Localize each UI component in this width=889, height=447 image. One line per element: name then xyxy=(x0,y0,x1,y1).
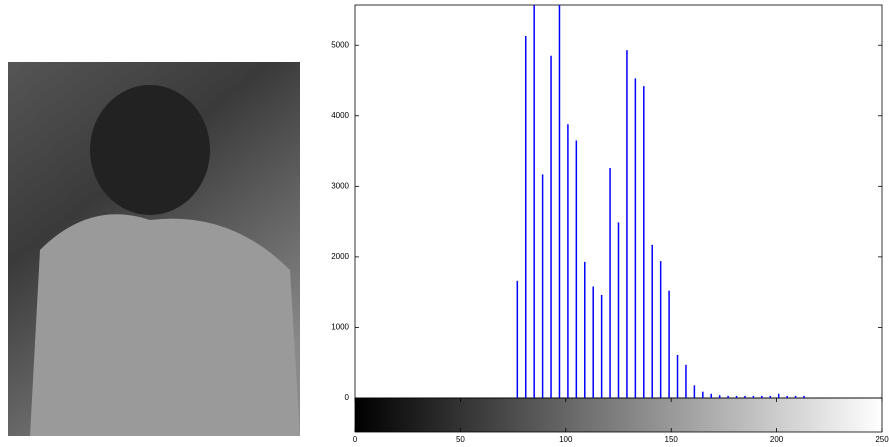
colorbar xyxy=(354,397,883,433)
x-tick-label: 150 xyxy=(665,435,679,444)
y-tick-label: 5000 xyxy=(331,40,349,49)
y-tick-label: 1000 xyxy=(331,323,349,332)
x-tick-label: 50 xyxy=(456,435,465,444)
y-tick-label: 2000 xyxy=(331,252,349,261)
x-tick-label: 200 xyxy=(770,435,784,444)
photo xyxy=(8,62,300,436)
x-tick-label: 0 xyxy=(353,435,358,444)
y-tick-label: 4000 xyxy=(331,111,349,120)
stems xyxy=(516,5,805,398)
x-tick-label: 100 xyxy=(559,435,573,444)
y-tick-label: 0 xyxy=(345,393,350,402)
y-tick-label: 3000 xyxy=(331,181,349,190)
x-tick-label: 250 xyxy=(875,435,889,444)
